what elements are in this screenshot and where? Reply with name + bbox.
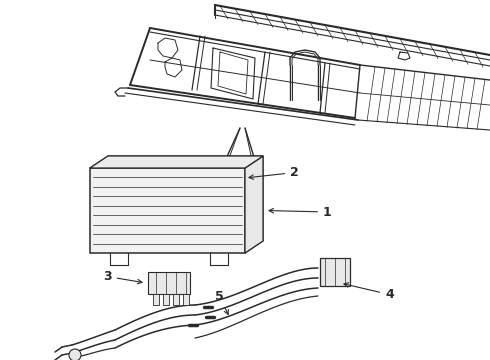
- Text: 3: 3: [103, 270, 142, 284]
- Polygon shape: [245, 156, 263, 253]
- Text: 2: 2: [249, 166, 299, 179]
- Polygon shape: [90, 168, 245, 253]
- Circle shape: [69, 349, 81, 360]
- Polygon shape: [90, 156, 263, 168]
- Polygon shape: [320, 258, 350, 286]
- Text: 1: 1: [269, 206, 332, 219]
- Polygon shape: [163, 294, 169, 305]
- Polygon shape: [153, 294, 159, 305]
- Polygon shape: [148, 272, 190, 294]
- Polygon shape: [173, 294, 179, 305]
- Text: 4: 4: [344, 283, 394, 301]
- Polygon shape: [183, 294, 189, 305]
- Text: 5: 5: [215, 290, 228, 314]
